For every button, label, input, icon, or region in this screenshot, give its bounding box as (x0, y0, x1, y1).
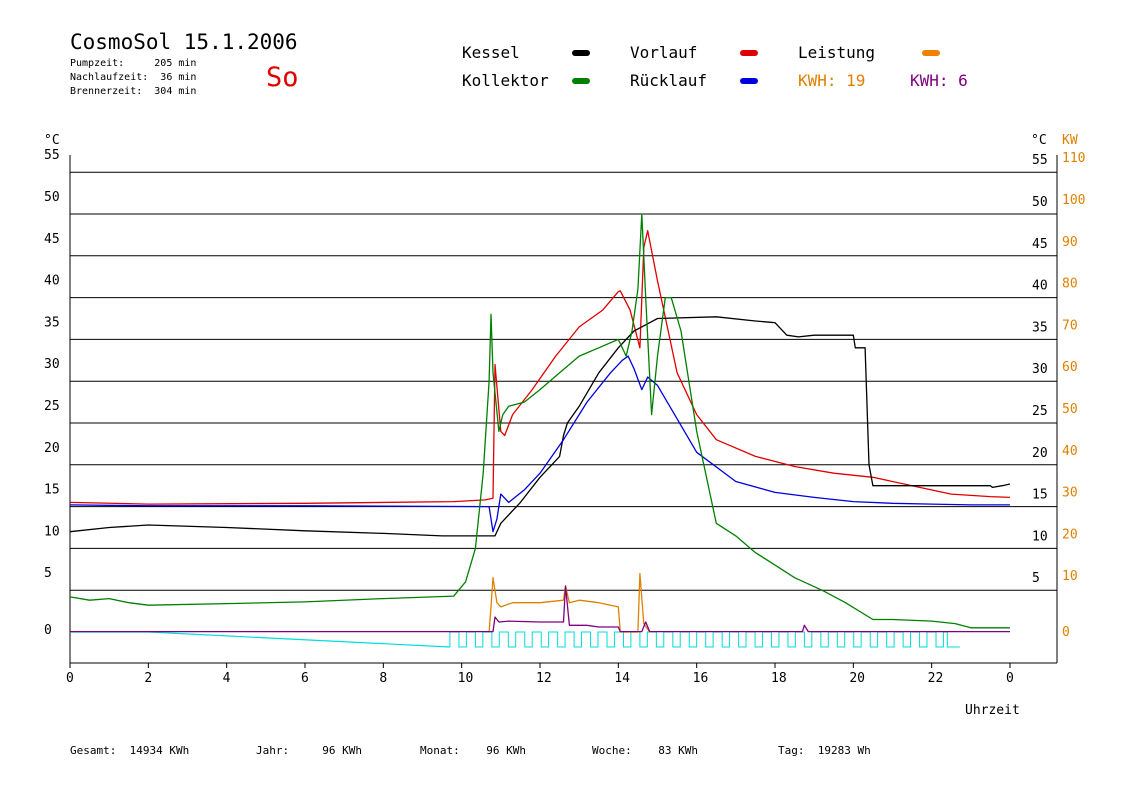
x-tick-label: 2 (144, 671, 152, 686)
x-tick-label: 12 (536, 671, 552, 686)
y-tick-label-right: 30 (1032, 362, 1048, 377)
y-tick-label: 5 (44, 566, 52, 581)
run-on-time: Nachlaufzeit: 36 min (70, 72, 197, 83)
y-tick-label: 40 (44, 274, 60, 289)
x-tick-label: 0 (66, 671, 74, 686)
legend-kollektor-swatch (572, 78, 590, 84)
series-line-leistung (488, 572, 651, 633)
y-axis-label: °C (44, 133, 60, 148)
y-tick-label-right: 45 (1032, 237, 1048, 252)
y2-tick-label: 100 (1062, 193, 1085, 208)
y2-tick-label: 40 (1062, 444, 1078, 459)
y2-axis-label: KW (1062, 133, 1078, 148)
legend-vorlauf-label: Vorlauf (630, 43, 698, 62)
burner-time: Brennerzeit: 304 min (70, 86, 197, 97)
legend-leistung-swatch (922, 50, 940, 56)
y-tick-label-right: 55 (1032, 153, 1048, 168)
y-tick-label: 45 (44, 232, 60, 247)
y-tick-label: 0 (44, 623, 52, 638)
y2-tick-label: 0 (1062, 625, 1070, 640)
y-tick-label-right: 15 (1032, 488, 1048, 503)
x-tick-label: 4 (223, 671, 231, 686)
kwh-orange: KWH: 19 (798, 71, 866, 90)
x-tick-label: 20 (849, 671, 865, 686)
series-line-vorlauf (69, 230, 1011, 505)
y2-tick-label: 30 (1062, 486, 1078, 501)
y-tick-label-right: 10 (1032, 529, 1048, 544)
x-tick-label: 16 (693, 671, 709, 686)
footer-total: Gesamt: 14934 KWh (70, 744, 190, 757)
footer-month: Monat: 96 KWh (420, 744, 526, 757)
pump-time: Pumpzeit: 205 min (70, 58, 197, 69)
y-tick-label: 50 (44, 190, 60, 205)
pump-pulses (449, 631, 960, 648)
weekday-label: So (266, 62, 299, 93)
y-tick-label: 10 (44, 524, 60, 539)
legend-ruecklauf-swatch (740, 78, 758, 84)
footer-year: Jahr: 96 KWh (256, 744, 362, 757)
y2-tick-label: 70 (1062, 318, 1078, 333)
legend-kessel-swatch (572, 50, 590, 56)
pump-baseline (70, 631, 450, 648)
series-line-kwh-purple (70, 585, 1010, 633)
legend-vorlauf-swatch (740, 50, 758, 56)
x-tick-label: 14 (614, 671, 630, 686)
series-line-kollektor (69, 213, 1010, 629)
x-tick-label: 18 (771, 671, 787, 686)
y-tick-label: 55 (44, 148, 60, 163)
footer-week: Woche: 83 KWh (592, 744, 698, 757)
y-tick-label: 15 (44, 483, 60, 498)
footer-day: Tag: 19283 Wh (778, 744, 871, 757)
series-line-kessel (69, 316, 1011, 537)
x-tick-label: 8 (379, 671, 387, 686)
y2-tick-label: 50 (1062, 402, 1078, 417)
y-tick-label: 35 (44, 315, 60, 330)
x-tick-label: 6 (301, 671, 309, 686)
y-tick-label: 30 (44, 357, 60, 372)
y-tick-label-right: 20 (1032, 446, 1048, 461)
y2-tick-label: 60 (1062, 360, 1078, 375)
legend-kessel-label: Kessel (462, 43, 520, 62)
y-tick-label: 20 (44, 441, 60, 456)
x-tick-label: 22 (928, 671, 944, 686)
x-tick-label: 0 (1006, 671, 1014, 686)
x-tick-label: 10 (458, 671, 474, 686)
y2-tick-label: 10 (1062, 569, 1078, 584)
y-tick-label-right: 35 (1032, 320, 1048, 335)
y2-tick-label: 110 (1062, 151, 1085, 166)
y-tick-label-right: 50 (1032, 195, 1048, 210)
y2-tick-label: 80 (1062, 277, 1078, 292)
y-tick-label-right: 5 (1032, 571, 1040, 586)
y-tick-label: 25 (44, 399, 60, 414)
y-tick-label-right: 25 (1032, 404, 1048, 419)
legend-kollektor-label: Kollektor (462, 71, 549, 90)
y2-tick-label: 90 (1062, 235, 1078, 250)
legend-ruecklauf-label: Rücklauf (630, 71, 708, 90)
y-tick-label-right: 40 (1032, 279, 1048, 294)
series-line-r-cklauf (69, 355, 1010, 533)
y-axis-label-right: °C (1031, 133, 1047, 148)
chart-title: CosmoSol 15.1.2006 (70, 30, 298, 54)
x-axis-label: Uhrzeit (965, 703, 1020, 718)
legend-leistung-label: Leistung (798, 43, 876, 62)
y2-tick-label: 20 (1062, 527, 1078, 542)
kwh-purple: KWH: 6 (910, 71, 968, 90)
